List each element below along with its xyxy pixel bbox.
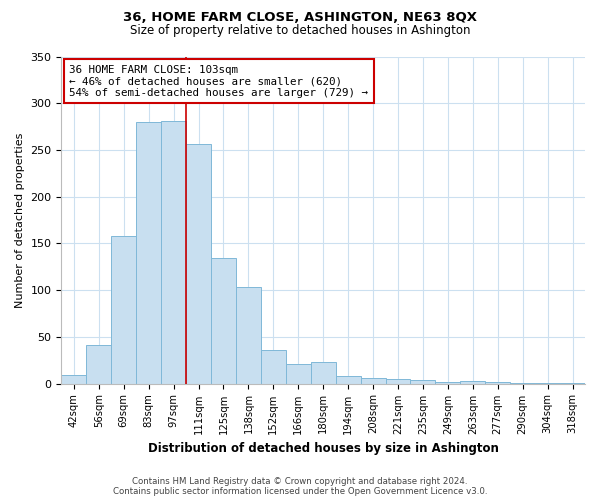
Bar — [136, 122, 161, 384]
Bar — [261, 350, 286, 384]
Bar — [335, 376, 361, 384]
Text: Contains HM Land Registry data © Crown copyright and database right 2024.
Contai: Contains HM Land Registry data © Crown c… — [113, 476, 487, 496]
Bar — [361, 378, 386, 384]
Bar — [510, 382, 535, 384]
Bar — [560, 382, 585, 384]
Text: 36, HOME FARM CLOSE, ASHINGTON, NE63 8QX: 36, HOME FARM CLOSE, ASHINGTON, NE63 8QX — [123, 11, 477, 24]
Bar — [61, 375, 86, 384]
Text: 36 HOME FARM CLOSE: 103sqm
← 46% of detached houses are smaller (620)
54% of sem: 36 HOME FARM CLOSE: 103sqm ← 46% of deta… — [69, 64, 368, 98]
Y-axis label: Number of detached properties: Number of detached properties — [15, 132, 25, 308]
Bar — [111, 236, 136, 384]
Bar — [211, 258, 236, 384]
Bar — [311, 362, 335, 384]
Bar — [485, 382, 510, 384]
Bar — [286, 364, 311, 384]
Bar — [236, 288, 261, 384]
Bar — [186, 144, 211, 384]
X-axis label: Distribution of detached houses by size in Ashington: Distribution of detached houses by size … — [148, 442, 499, 455]
Bar — [535, 382, 560, 384]
Bar — [386, 379, 410, 384]
Bar — [436, 382, 460, 384]
Text: Size of property relative to detached houses in Ashington: Size of property relative to detached ho… — [130, 24, 470, 37]
Bar — [460, 381, 485, 384]
Bar — [410, 380, 436, 384]
Bar — [161, 121, 186, 384]
Bar — [86, 346, 111, 384]
